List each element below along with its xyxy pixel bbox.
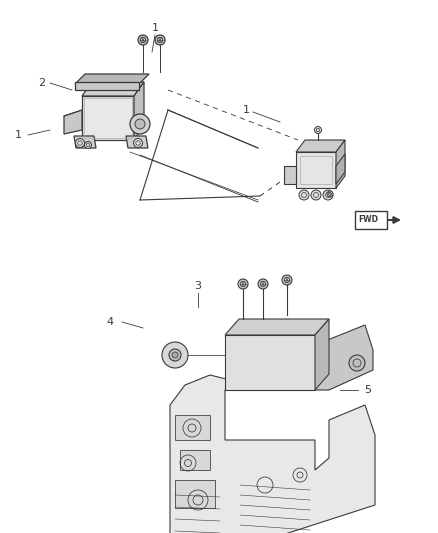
Circle shape bbox=[299, 190, 309, 200]
Polygon shape bbox=[336, 154, 345, 184]
Bar bbox=[175, 415, 210, 440]
Circle shape bbox=[155, 35, 165, 45]
Circle shape bbox=[130, 114, 150, 134]
Text: 1: 1 bbox=[14, 130, 21, 140]
Bar bbox=[75, 82, 139, 90]
Polygon shape bbox=[296, 140, 345, 152]
Polygon shape bbox=[315, 319, 329, 390]
Text: 4: 4 bbox=[106, 317, 113, 327]
Text: 3: 3 bbox=[194, 281, 201, 291]
Text: 5: 5 bbox=[364, 385, 371, 395]
Polygon shape bbox=[126, 136, 148, 148]
Bar bbox=[180, 450, 210, 470]
Circle shape bbox=[138, 35, 148, 45]
Text: 1: 1 bbox=[152, 23, 159, 33]
Circle shape bbox=[314, 126, 321, 133]
Circle shape bbox=[169, 349, 181, 361]
Polygon shape bbox=[64, 110, 82, 134]
Bar bbox=[84, 98, 132, 138]
Bar bbox=[296, 152, 336, 188]
Text: 2: 2 bbox=[39, 78, 46, 88]
Circle shape bbox=[162, 342, 188, 368]
Circle shape bbox=[134, 139, 142, 148]
Bar bbox=[300, 156, 332, 184]
Circle shape bbox=[258, 279, 268, 289]
Circle shape bbox=[85, 141, 92, 149]
Polygon shape bbox=[134, 82, 144, 140]
Text: FWD: FWD bbox=[358, 215, 378, 224]
Circle shape bbox=[349, 355, 365, 371]
Polygon shape bbox=[75, 74, 149, 84]
Polygon shape bbox=[82, 82, 144, 96]
Circle shape bbox=[238, 279, 248, 289]
Polygon shape bbox=[225, 319, 329, 335]
Circle shape bbox=[323, 190, 333, 200]
Polygon shape bbox=[336, 140, 345, 188]
FancyBboxPatch shape bbox=[355, 211, 387, 229]
Bar bbox=[175, 480, 215, 508]
Polygon shape bbox=[315, 325, 373, 390]
Polygon shape bbox=[284, 166, 296, 184]
Circle shape bbox=[327, 191, 333, 197]
Bar bbox=[225, 335, 315, 390]
Circle shape bbox=[75, 139, 85, 148]
Polygon shape bbox=[74, 136, 96, 148]
Circle shape bbox=[135, 119, 145, 129]
Circle shape bbox=[172, 352, 178, 358]
Polygon shape bbox=[170, 375, 375, 533]
Text: 1: 1 bbox=[243, 105, 250, 115]
Circle shape bbox=[282, 275, 292, 285]
Bar bbox=[82, 96, 134, 140]
Circle shape bbox=[311, 190, 321, 200]
